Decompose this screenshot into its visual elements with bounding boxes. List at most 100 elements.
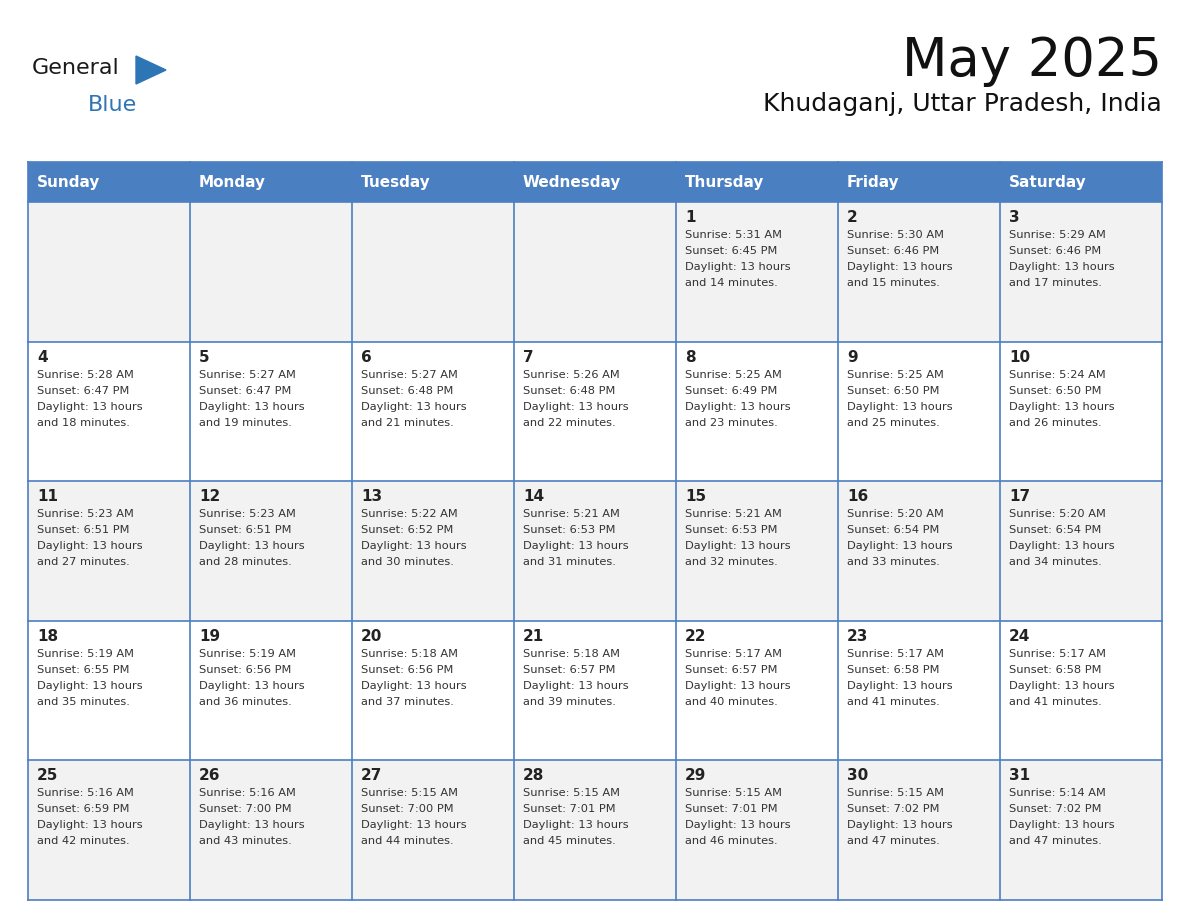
Text: 19: 19 (200, 629, 220, 644)
Text: and 23 minutes.: and 23 minutes. (685, 418, 778, 428)
Text: General: General (32, 58, 120, 78)
Text: Sunset: 6:58 PM: Sunset: 6:58 PM (847, 665, 940, 675)
Text: Sunset: 6:57 PM: Sunset: 6:57 PM (685, 665, 777, 675)
Text: Daylight: 13 hours: Daylight: 13 hours (1009, 542, 1114, 551)
Text: Sunset: 6:56 PM: Sunset: 6:56 PM (200, 665, 291, 675)
Text: Sunset: 6:45 PM: Sunset: 6:45 PM (685, 246, 777, 256)
Text: Sunset: 6:55 PM: Sunset: 6:55 PM (37, 665, 129, 675)
Text: Daylight: 13 hours: Daylight: 13 hours (685, 681, 791, 691)
Text: and 31 minutes.: and 31 minutes. (523, 557, 615, 567)
Text: 24: 24 (1009, 629, 1030, 644)
Text: Daylight: 13 hours: Daylight: 13 hours (200, 821, 304, 831)
Text: Sunset: 6:58 PM: Sunset: 6:58 PM (1009, 665, 1101, 675)
Text: 21: 21 (523, 629, 544, 644)
Text: and 19 minutes.: and 19 minutes. (200, 418, 292, 428)
Text: Sunrise: 5:15 AM: Sunrise: 5:15 AM (847, 789, 944, 799)
Text: Sunset: 6:53 PM: Sunset: 6:53 PM (685, 525, 777, 535)
Text: Sunrise: 5:31 AM: Sunrise: 5:31 AM (685, 230, 782, 240)
Text: Wednesday: Wednesday (523, 174, 621, 189)
Text: Saturday: Saturday (1009, 174, 1087, 189)
Text: Sunset: 7:00 PM: Sunset: 7:00 PM (361, 804, 454, 814)
Text: and 43 minutes.: and 43 minutes. (200, 836, 292, 846)
Text: Sunset: 7:01 PM: Sunset: 7:01 PM (523, 804, 615, 814)
Text: Daylight: 13 hours: Daylight: 13 hours (847, 821, 953, 831)
Text: Sunrise: 5:25 AM: Sunrise: 5:25 AM (685, 370, 782, 380)
Text: Daylight: 13 hours: Daylight: 13 hours (523, 821, 628, 831)
Text: and 41 minutes.: and 41 minutes. (847, 697, 940, 707)
Text: 12: 12 (200, 489, 220, 504)
Text: 4: 4 (37, 350, 48, 364)
Text: Sunset: 7:02 PM: Sunset: 7:02 PM (1009, 804, 1101, 814)
Text: 22: 22 (685, 629, 707, 644)
Text: 14: 14 (523, 489, 544, 504)
Text: 7: 7 (523, 350, 533, 364)
Text: Sunset: 6:47 PM: Sunset: 6:47 PM (37, 386, 129, 396)
Text: Sunrise: 5:22 AM: Sunrise: 5:22 AM (361, 509, 457, 520)
Bar (29, 621, 1162, 760)
Text: 6: 6 (361, 350, 372, 364)
Text: Sunrise: 5:24 AM: Sunrise: 5:24 AM (1009, 370, 1106, 380)
Text: Daylight: 13 hours: Daylight: 13 hours (1009, 262, 1114, 272)
Text: 30: 30 (847, 768, 868, 783)
Text: Sunset: 6:53 PM: Sunset: 6:53 PM (523, 525, 615, 535)
Text: Daylight: 13 hours: Daylight: 13 hours (523, 542, 628, 551)
Text: 18: 18 (37, 629, 58, 644)
Text: Sunset: 6:54 PM: Sunset: 6:54 PM (847, 525, 940, 535)
Text: Daylight: 13 hours: Daylight: 13 hours (1009, 821, 1114, 831)
Text: and 22 minutes.: and 22 minutes. (523, 418, 615, 428)
Text: Sunrise: 5:26 AM: Sunrise: 5:26 AM (523, 370, 620, 380)
Text: Daylight: 13 hours: Daylight: 13 hours (847, 401, 953, 411)
Text: and 28 minutes.: and 28 minutes. (200, 557, 292, 567)
Text: and 45 minutes.: and 45 minutes. (523, 836, 615, 846)
Text: and 39 minutes.: and 39 minutes. (523, 697, 615, 707)
Text: Monday: Monday (200, 174, 266, 189)
Text: Daylight: 13 hours: Daylight: 13 hours (847, 542, 953, 551)
Text: Sunset: 6:50 PM: Sunset: 6:50 PM (1009, 386, 1101, 396)
Text: Sunrise: 5:16 AM: Sunrise: 5:16 AM (200, 789, 296, 799)
Bar (29, 481, 1162, 621)
Text: 2: 2 (847, 210, 858, 225)
Text: Sunrise: 5:19 AM: Sunrise: 5:19 AM (200, 649, 296, 659)
Text: Sunset: 6:47 PM: Sunset: 6:47 PM (200, 386, 291, 396)
Text: 9: 9 (847, 350, 858, 364)
Text: and 42 minutes.: and 42 minutes. (37, 836, 129, 846)
Text: Daylight: 13 hours: Daylight: 13 hours (685, 542, 791, 551)
Text: Sunrise: 5:18 AM: Sunrise: 5:18 AM (361, 649, 459, 659)
Text: and 37 minutes.: and 37 minutes. (361, 697, 454, 707)
Text: Sunrise: 5:15 AM: Sunrise: 5:15 AM (685, 789, 782, 799)
Text: and 27 minutes.: and 27 minutes. (37, 557, 129, 567)
Text: Sunrise: 5:23 AM: Sunrise: 5:23 AM (200, 509, 296, 520)
Bar (29, 162, 1162, 202)
Text: and 44 minutes.: and 44 minutes. (361, 836, 454, 846)
Text: Daylight: 13 hours: Daylight: 13 hours (361, 542, 467, 551)
Text: and 26 minutes.: and 26 minutes. (1009, 418, 1101, 428)
Text: Sunset: 6:51 PM: Sunset: 6:51 PM (37, 525, 129, 535)
Text: Sunrise: 5:27 AM: Sunrise: 5:27 AM (361, 370, 457, 380)
Bar (29, 341, 1162, 481)
Text: and 47 minutes.: and 47 minutes. (1009, 836, 1101, 846)
Text: 3: 3 (1009, 210, 1019, 225)
Text: 29: 29 (685, 768, 707, 783)
Text: Sunrise: 5:20 AM: Sunrise: 5:20 AM (847, 509, 944, 520)
Text: Daylight: 13 hours: Daylight: 13 hours (361, 681, 467, 691)
Text: 1: 1 (685, 210, 695, 225)
Text: and 30 minutes.: and 30 minutes. (361, 557, 454, 567)
Text: Daylight: 13 hours: Daylight: 13 hours (847, 262, 953, 272)
Text: 31: 31 (1009, 768, 1030, 783)
Text: 25: 25 (37, 768, 58, 783)
Text: and 18 minutes.: and 18 minutes. (37, 418, 129, 428)
Text: Daylight: 13 hours: Daylight: 13 hours (200, 681, 304, 691)
Bar (29, 760, 1162, 900)
Text: and 46 minutes.: and 46 minutes. (685, 836, 778, 846)
Text: 28: 28 (523, 768, 544, 783)
Text: Sunset: 6:59 PM: Sunset: 6:59 PM (37, 804, 129, 814)
Text: Sunset: 6:49 PM: Sunset: 6:49 PM (685, 386, 777, 396)
Text: Sunrise: 5:16 AM: Sunrise: 5:16 AM (37, 789, 134, 799)
Text: Daylight: 13 hours: Daylight: 13 hours (1009, 681, 1114, 691)
Text: Daylight: 13 hours: Daylight: 13 hours (200, 401, 304, 411)
Text: Sunrise: 5:18 AM: Sunrise: 5:18 AM (523, 649, 620, 659)
Text: Sunset: 6:56 PM: Sunset: 6:56 PM (361, 665, 454, 675)
Text: Sunrise: 5:14 AM: Sunrise: 5:14 AM (1009, 789, 1106, 799)
Text: 5: 5 (200, 350, 209, 364)
Text: Tuesday: Tuesday (361, 174, 431, 189)
